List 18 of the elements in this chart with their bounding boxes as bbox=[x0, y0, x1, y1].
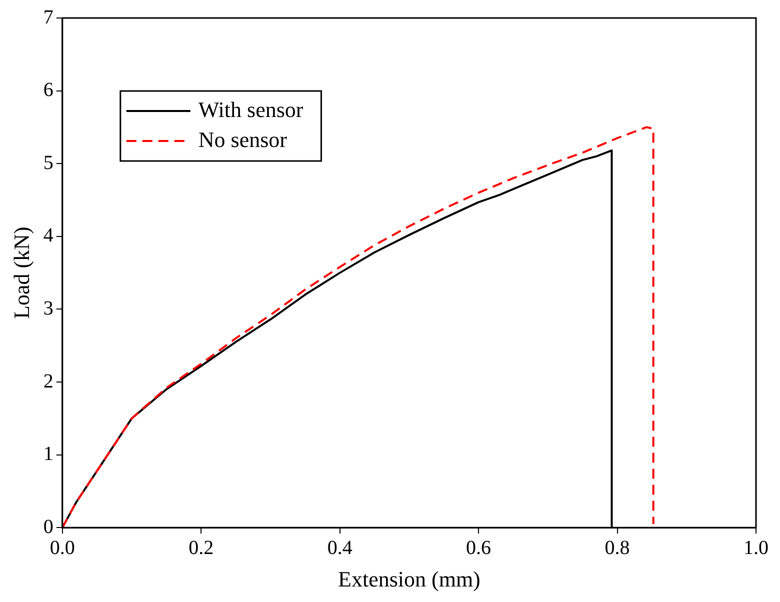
legend-label: With sensor bbox=[198, 96, 304, 122]
x-tick-label: 0.0 bbox=[50, 536, 75, 559]
x-tick-label: 1.0 bbox=[744, 536, 768, 559]
y-tick-label: 1 bbox=[43, 443, 54, 466]
y-tick-label: 0 bbox=[43, 516, 54, 538]
y-tick-label: 3 bbox=[43, 297, 54, 320]
x-tick-label: 0.2 bbox=[188, 536, 214, 559]
y-tick-label: 7 bbox=[43, 6, 54, 28]
y-tick-label: 5 bbox=[43, 152, 54, 174]
y-tick-label: 4 bbox=[43, 224, 54, 247]
x-tick-label: 0.6 bbox=[466, 536, 492, 559]
x-tick-label: 0.4 bbox=[327, 536, 352, 559]
y-axis-title: Load (kN) bbox=[8, 226, 34, 319]
y-tick-label: 6 bbox=[43, 79, 54, 102]
x-axis-title: Extension (mm) bbox=[338, 566, 480, 592]
y-tick-label: 2 bbox=[43, 370, 54, 392]
legend-label: No sensor bbox=[198, 126, 288, 152]
x-tick-label: 0.8 bbox=[604, 536, 630, 559]
